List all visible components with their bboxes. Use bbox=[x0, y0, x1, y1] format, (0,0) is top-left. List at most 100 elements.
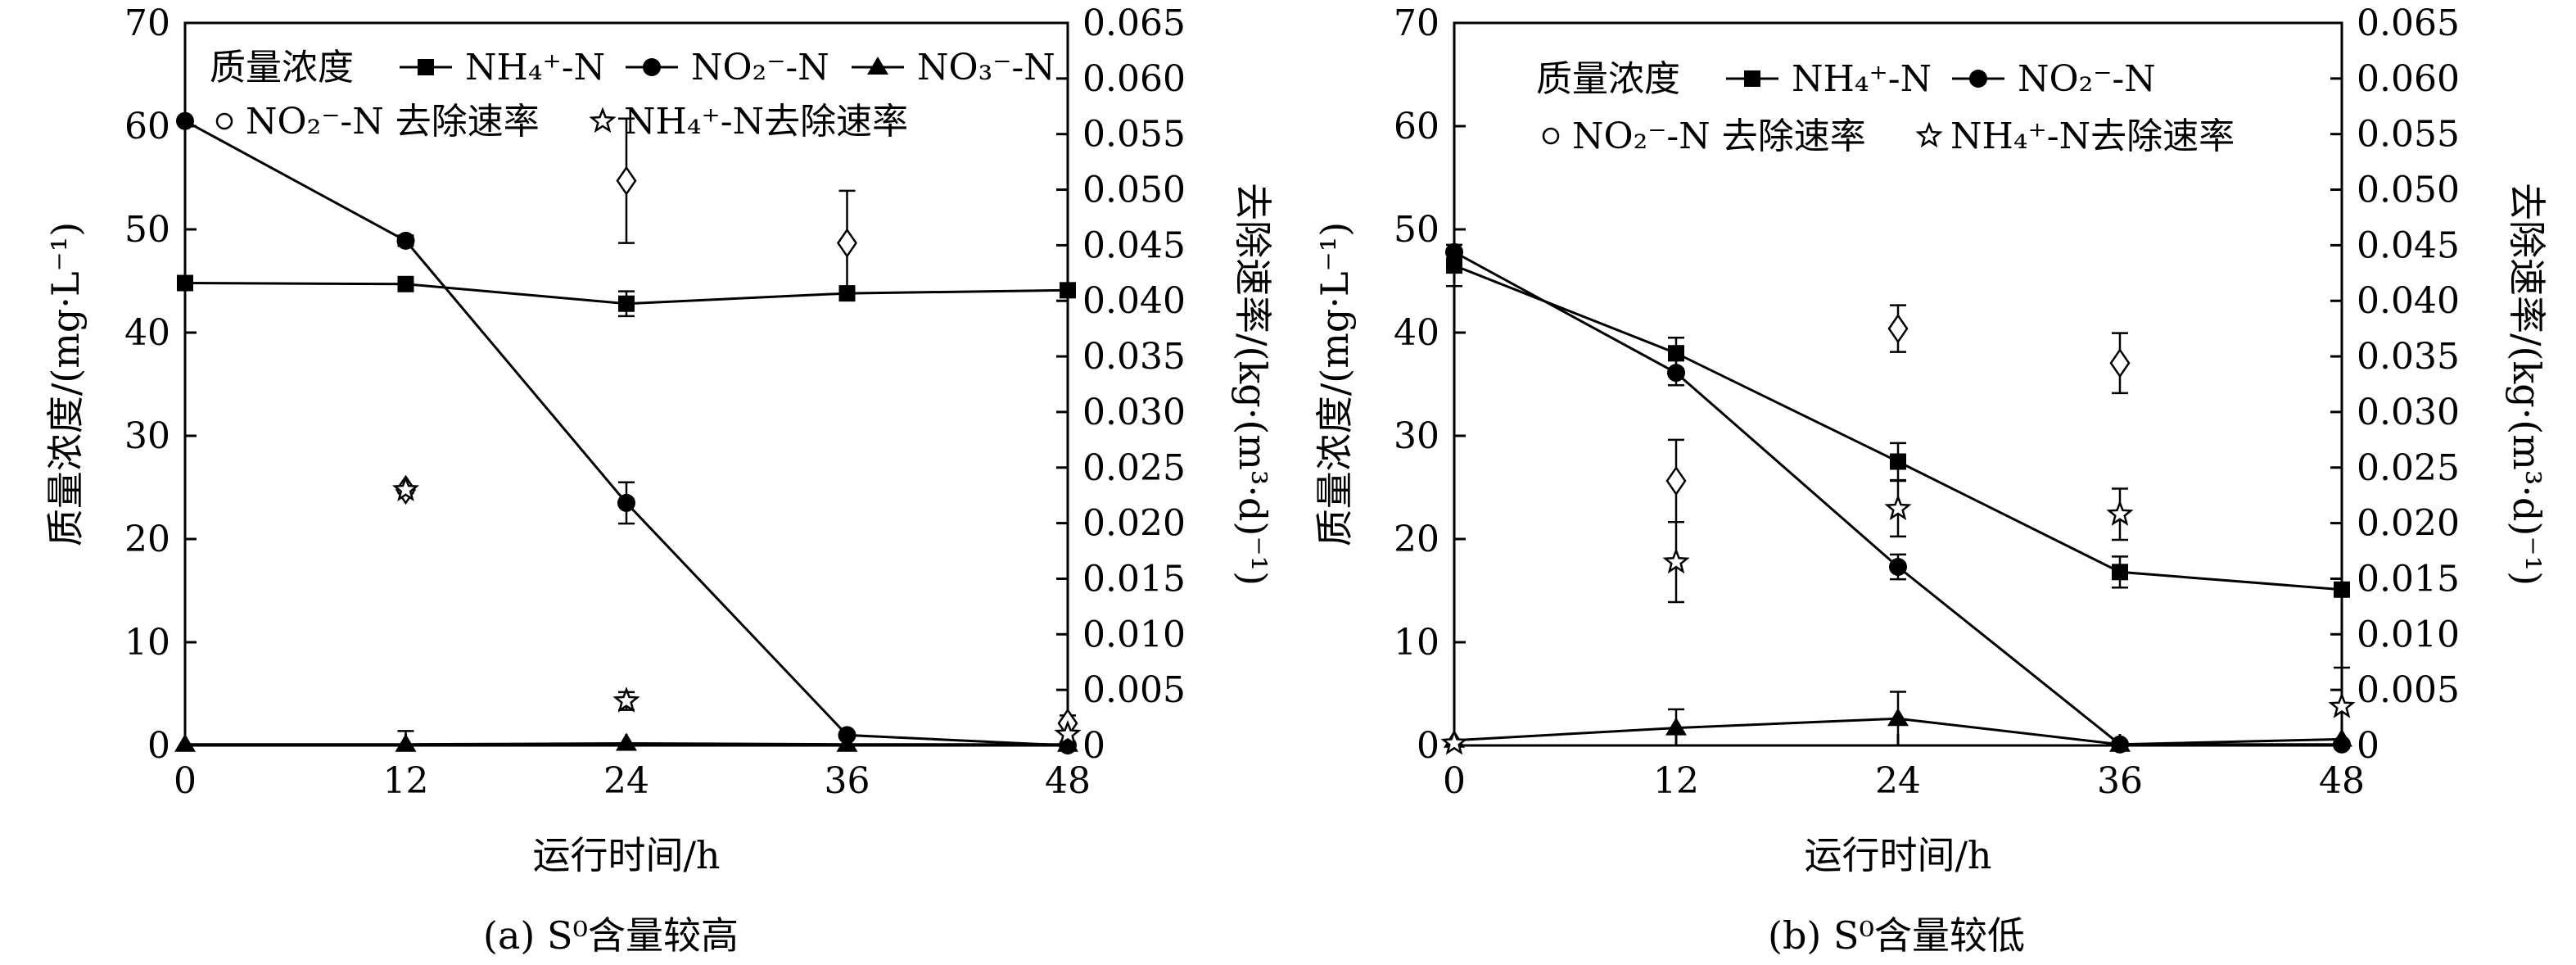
chart-panel-a: 0 12 24 36 4801020304050607000.0050.0100.015… bbox=[43, 2, 1275, 958]
x-tick-label: 12 bbox=[1653, 760, 1699, 802]
data-point bbox=[1057, 733, 1078, 752]
y-tick-label: 10 bbox=[1394, 622, 1439, 664]
y2-tick-label: 0.015 bbox=[2357, 558, 2460, 600]
data-point bbox=[2328, 691, 2356, 718]
y-tick-label: 50 bbox=[1394, 209, 1439, 251]
data-point bbox=[616, 732, 637, 751]
y-tick-label: 0 bbox=[1417, 725, 1439, 767]
data-point bbox=[617, 493, 635, 512]
y-tick-label: 20 bbox=[1394, 519, 1439, 560]
y2-tick-label: 0.065 bbox=[1082, 2, 1186, 44]
data-point bbox=[1668, 345, 1684, 362]
data-point bbox=[612, 686, 640, 713]
y-tick-label: 60 bbox=[124, 106, 170, 147]
y2-tick-label: 0.025 bbox=[1082, 447, 1186, 489]
data-point bbox=[174, 733, 196, 752]
data-point bbox=[1440, 728, 1468, 755]
y2-tick-label: 0 bbox=[2357, 725, 2379, 767]
y2-tick-label: 0.045 bbox=[2357, 224, 2460, 266]
legend-label: NO₂⁻-N 去除速率 bbox=[1572, 116, 1866, 157]
x-tick-label: 36 bbox=[825, 760, 870, 802]
legend-marker bbox=[418, 59, 434, 75]
y-axis-label: 质量浓度/(mg·L⁻¹) bbox=[43, 222, 88, 546]
y-tick-label: 70 bbox=[1394, 2, 1439, 44]
legend-marker bbox=[1542, 127, 1560, 145]
legend-label: NO₂⁻-N 去除速率 bbox=[246, 101, 540, 143]
data-point bbox=[2334, 581, 2350, 598]
data-point bbox=[1887, 313, 1909, 344]
data-point bbox=[1884, 494, 1912, 521]
x-tick-label: 12 bbox=[383, 760, 429, 802]
y2-tick-label: 0.020 bbox=[2357, 503, 2460, 545]
y2-tick-label: 0.010 bbox=[1082, 614, 1186, 655]
y2-tick-label: 0.050 bbox=[2357, 170, 2460, 211]
x-tick-label: 24 bbox=[603, 760, 649, 802]
y2-tick-label: 0.020 bbox=[1082, 503, 1186, 545]
y-tick-label: 40 bbox=[124, 312, 170, 354]
x-tick-label: 24 bbox=[1875, 760, 1921, 802]
series-triangle bbox=[1444, 691, 2352, 752]
y2-tick-label: 0.040 bbox=[2357, 280, 2460, 322]
legend-marker bbox=[1969, 70, 1987, 88]
data-point bbox=[836, 228, 858, 258]
data-point bbox=[2109, 348, 2131, 378]
legend-marker bbox=[215, 112, 233, 130]
y2-tick-label: 0.030 bbox=[1082, 392, 1186, 433]
legend-title: 质量浓度 bbox=[210, 47, 354, 88]
y2-tick-label: 0.030 bbox=[2357, 392, 2460, 433]
series-open-diamond bbox=[1665, 304, 2131, 523]
y2-tick-label: 0 bbox=[1082, 725, 1105, 767]
y2-tick-label: 0.050 bbox=[1082, 170, 1186, 211]
y2-tick-label: 0.010 bbox=[2357, 614, 2460, 655]
data-point bbox=[397, 275, 414, 292]
data-point bbox=[2106, 500, 2134, 526]
series-open-star bbox=[1440, 479, 2356, 755]
legend-marker bbox=[1744, 70, 1760, 87]
y-axis-label: 质量浓度/(mg·L⁻¹) bbox=[1313, 222, 1357, 546]
y2-tick-label: 0.015 bbox=[1082, 558, 1186, 600]
data-point bbox=[618, 295, 635, 312]
legend-marker bbox=[1915, 121, 1943, 148]
chart-panel-b: 0 12 24 36 4801020304050607000.0050.0100.015… bbox=[1313, 2, 2549, 958]
data-point bbox=[395, 733, 417, 752]
y2-tick-label: 0.035 bbox=[1082, 336, 1186, 378]
legend-marker bbox=[643, 58, 661, 76]
x-axis-label: 运行时间/h bbox=[1804, 833, 1991, 877]
legend: 质量浓度 NH₄⁺-N NO₂⁻-N NO₂⁻-N 去除速率 NH₄⁺-N去除速率 bbox=[1536, 58, 2235, 157]
y-tick-label: 30 bbox=[1394, 415, 1439, 457]
x-tick-label: 48 bbox=[1045, 760, 1091, 802]
y-tick-label: 10 bbox=[124, 622, 170, 664]
data-point bbox=[1665, 465, 1687, 496]
x-tick-label: 36 bbox=[2097, 760, 2143, 802]
legend-marker bbox=[867, 57, 888, 75]
series-open-diamond bbox=[395, 117, 1078, 739]
y2-tick-label: 0.025 bbox=[2357, 447, 2460, 489]
y2-tick-label: 0.035 bbox=[2357, 336, 2460, 378]
legend-title: 质量浓度 bbox=[1536, 58, 1680, 100]
y2-tick-label: 0.040 bbox=[1082, 280, 1186, 322]
panel-caption: (a) S⁰含量较高 bbox=[483, 913, 739, 958]
data-point bbox=[391, 475, 420, 502]
legend-label: NH₄⁺-N去除速率 bbox=[1950, 116, 2235, 157]
data-point bbox=[1662, 547, 1690, 574]
y2-tick-label: 0.060 bbox=[2357, 58, 2460, 100]
y-tick-label: 30 bbox=[124, 415, 170, 457]
data-point bbox=[1889, 558, 1907, 577]
y-tick-label: 40 bbox=[1394, 312, 1439, 354]
data-point bbox=[1665, 717, 1687, 736]
y2-tick-label: 0.065 bbox=[2357, 2, 2460, 44]
x-tick-label: 0 bbox=[174, 760, 197, 802]
legend-label: NH₄⁺-N bbox=[465, 47, 605, 88]
y2-axis-label: 去除速率/(kg·(m³·d)⁻¹) bbox=[1231, 183, 1275, 586]
y2-tick-label: 0.055 bbox=[2357, 114, 2460, 156]
data-point bbox=[1445, 242, 1463, 261]
series-square bbox=[1446, 243, 2350, 598]
data-point bbox=[616, 165, 637, 196]
y-tick-label: 0 bbox=[147, 725, 170, 767]
legend-label: NH₄⁺-N去除速率 bbox=[624, 101, 908, 143]
data-point bbox=[1060, 282, 1076, 299]
data-point bbox=[1890, 453, 1906, 470]
x-tick-label: 0 bbox=[1443, 760, 1466, 802]
legend-label: NO₂⁻-N bbox=[2018, 58, 2156, 100]
